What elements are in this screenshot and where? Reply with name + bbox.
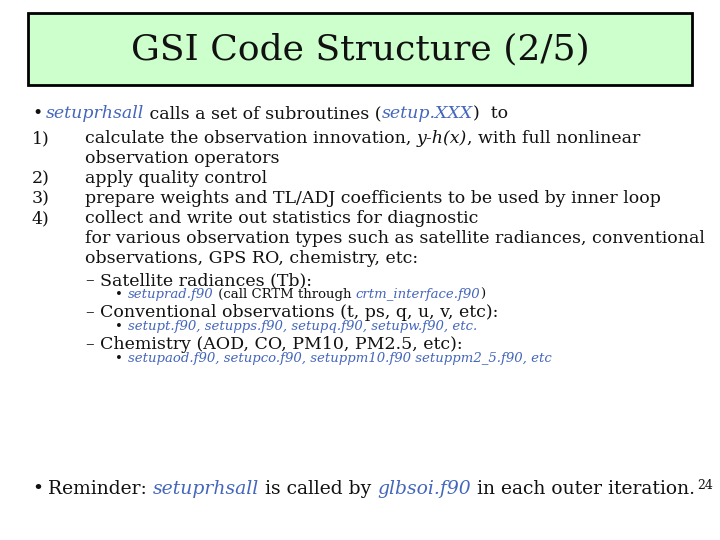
Text: setuprhsall: setuprhsall [153,480,259,498]
Text: )  to: ) to [473,105,508,122]
Text: Conventional observations (t, ps, q, u, v, etc):: Conventional observations (t, ps, q, u, … [100,304,498,321]
Text: crtm_interface.f90: crtm_interface.f90 [356,288,480,301]
Text: (call CRTM through: (call CRTM through [214,288,356,301]
Text: •: • [115,320,123,333]
Text: •: • [32,105,42,122]
Text: 2): 2) [32,170,50,187]
Text: Chemistry (AOD, CO, PM10, PM2.5, etc):: Chemistry (AOD, CO, PM10, PM2.5, etc): [100,336,463,353]
Text: setuprad.f90: setuprad.f90 [128,288,214,301]
Text: –: – [85,272,94,289]
Text: Satellite radiances (Tb):: Satellite radiances (Tb): [100,272,312,289]
Text: , with full nonlinear: , with full nonlinear [467,130,641,147]
Text: collect and write out statistics for diagnostic: collect and write out statistics for dia… [85,210,478,227]
Text: 4): 4) [32,210,50,227]
Text: Reminder:: Reminder: [48,480,153,498]
Text: setupt.f90, setupps.f90, setupq.f90, setupw.f90, etc.: setupt.f90, setupps.f90, setupq.f90, set… [128,320,477,333]
Text: apply quality control: apply quality control [85,170,267,187]
Text: glbsoi.f90: glbsoi.f90 [377,480,471,498]
Text: calculate the observation innovation,: calculate the observation innovation, [85,130,417,147]
Text: setupaod.f90, setupco.f90, setuppm10.f90 setuppm2_5.f90, etc: setupaod.f90, setupco.f90, setuppm10.f90… [128,352,552,365]
Text: GSI Code Structure (2/5): GSI Code Structure (2/5) [130,32,590,66]
Text: •: • [115,352,123,365]
Text: y-h(x): y-h(x) [417,130,467,147]
Text: 3): 3) [32,190,50,207]
Text: prepare weights and TL/ADJ coefficients to be used by inner loop: prepare weights and TL/ADJ coefficients … [85,190,661,207]
Text: 1): 1) [32,130,50,147]
Text: is called by: is called by [259,480,377,498]
Text: in each outer iteration.: in each outer iteration. [471,480,695,498]
Text: observations, GPS RO, chemistry, etc:: observations, GPS RO, chemistry, etc: [85,250,418,267]
Text: calls a set of subroutines (: calls a set of subroutines ( [144,105,382,122]
FancyBboxPatch shape [28,13,692,85]
Text: for various observation types such as satellite radiances, conventional: for various observation types such as sa… [85,230,705,247]
Text: setuprhsall: setuprhsall [46,105,144,122]
Text: observation operators: observation operators [85,150,279,167]
Text: ): ) [480,288,485,301]
Text: •: • [115,288,123,301]
Text: –: – [85,336,94,353]
Text: –: – [85,304,94,321]
Text: setup.XXX: setup.XXX [382,105,473,122]
Text: •: • [32,480,43,498]
Text: 24: 24 [697,479,713,492]
